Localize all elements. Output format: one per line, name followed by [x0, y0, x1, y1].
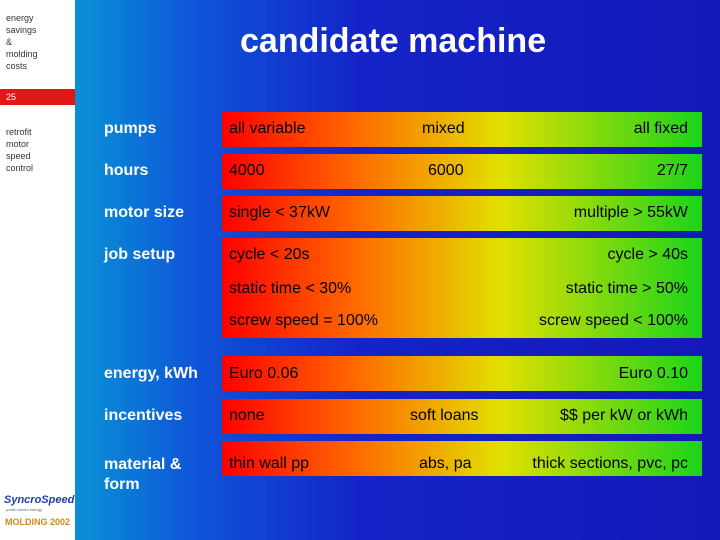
row-label-pumps: pumps — [104, 120, 157, 137]
pumps-mixed: mixed — [422, 120, 465, 137]
logo-syncro-text: Syncro — [4, 494, 42, 506]
row-label-material: material & form — [104, 456, 182, 493]
incentives-soft-loans: soft loans — [410, 407, 479, 424]
energy-gradient-bar — [222, 356, 702, 391]
page-number: 25 — [0, 89, 75, 105]
row-label-incentives: incentives — [104, 407, 183, 424]
row-label-job-setup: job setup — [104, 246, 176, 263]
slide-title: candidate machine — [240, 22, 547, 60]
job-setup-cycle-long: cycle > 40s — [607, 246, 688, 263]
motor-size-multiple: multiple > 55kW — [573, 204, 688, 221]
material-gradient-bar — [222, 441, 702, 476]
row-label-hours: hours — [104, 162, 149, 179]
logo-tagline: power saves energy — [6, 507, 42, 512]
hours-27-7: 27/7 — [656, 162, 688, 179]
syncro-speed-logo: SyncroSpeed — [4, 494, 74, 506]
motor-size-single: single < 37kW — [229, 204, 330, 221]
sidebar: energy savings & molding costs 25 retrof… — [0, 0, 75, 540]
energy-euro-low: Euro 0.06 — [229, 365, 299, 382]
job-setup-static-low: static time < 30% — [229, 280, 352, 297]
logo-speed-text: Speed — [41, 494, 75, 506]
job-setup-screw-reduced: screw speed < 100% — [539, 312, 688, 329]
sidebar-section-text: retrofit motor speed control — [6, 127, 34, 173]
logo-molding-text: MOLDING — [5, 517, 48, 527]
hours-6000: 6000 — [428, 162, 464, 179]
material-thin-wall: thin wall pp — [229, 455, 310, 472]
pumps-gradient-bar — [222, 112, 702, 147]
logo-year-text: 2002 — [50, 517, 71, 527]
job-setup-cycle-short: cycle < 20s — [229, 246, 310, 263]
incentives-per-kw: $$ per kW or kWh — [559, 407, 688, 424]
material-abs-pa: abs, pa — [419, 455, 472, 472]
row-label-energy: energy, kWh — [104, 365, 198, 382]
pumps-all-variable: all variable — [229, 120, 306, 137]
job-setup-static-high: static time > 50% — [565, 280, 688, 297]
hours-gradient-bar — [222, 154, 702, 189]
energy-euro-high: Euro 0.10 — [618, 365, 688, 382]
hours-4000: 4000 — [229, 162, 265, 179]
material-thick-sections: thick sections, pvc, pc — [532, 455, 688, 472]
motor-size-gradient-bar — [222, 196, 702, 231]
row-label-motor-size: motor size — [104, 204, 185, 221]
pumps-all-fixed: all fixed — [633, 120, 688, 137]
incentives-gradient-bar — [222, 399, 702, 434]
molding-logo: MOLDING 2002 — [5, 517, 70, 527]
job-setup-gradient-bar — [222, 238, 702, 338]
sidebar-topic-text: energy savings & molding costs — [6, 13, 38, 71]
incentives-none: none — [229, 407, 265, 424]
job-setup-screw-full: screw speed = 100% — [229, 312, 378, 329]
